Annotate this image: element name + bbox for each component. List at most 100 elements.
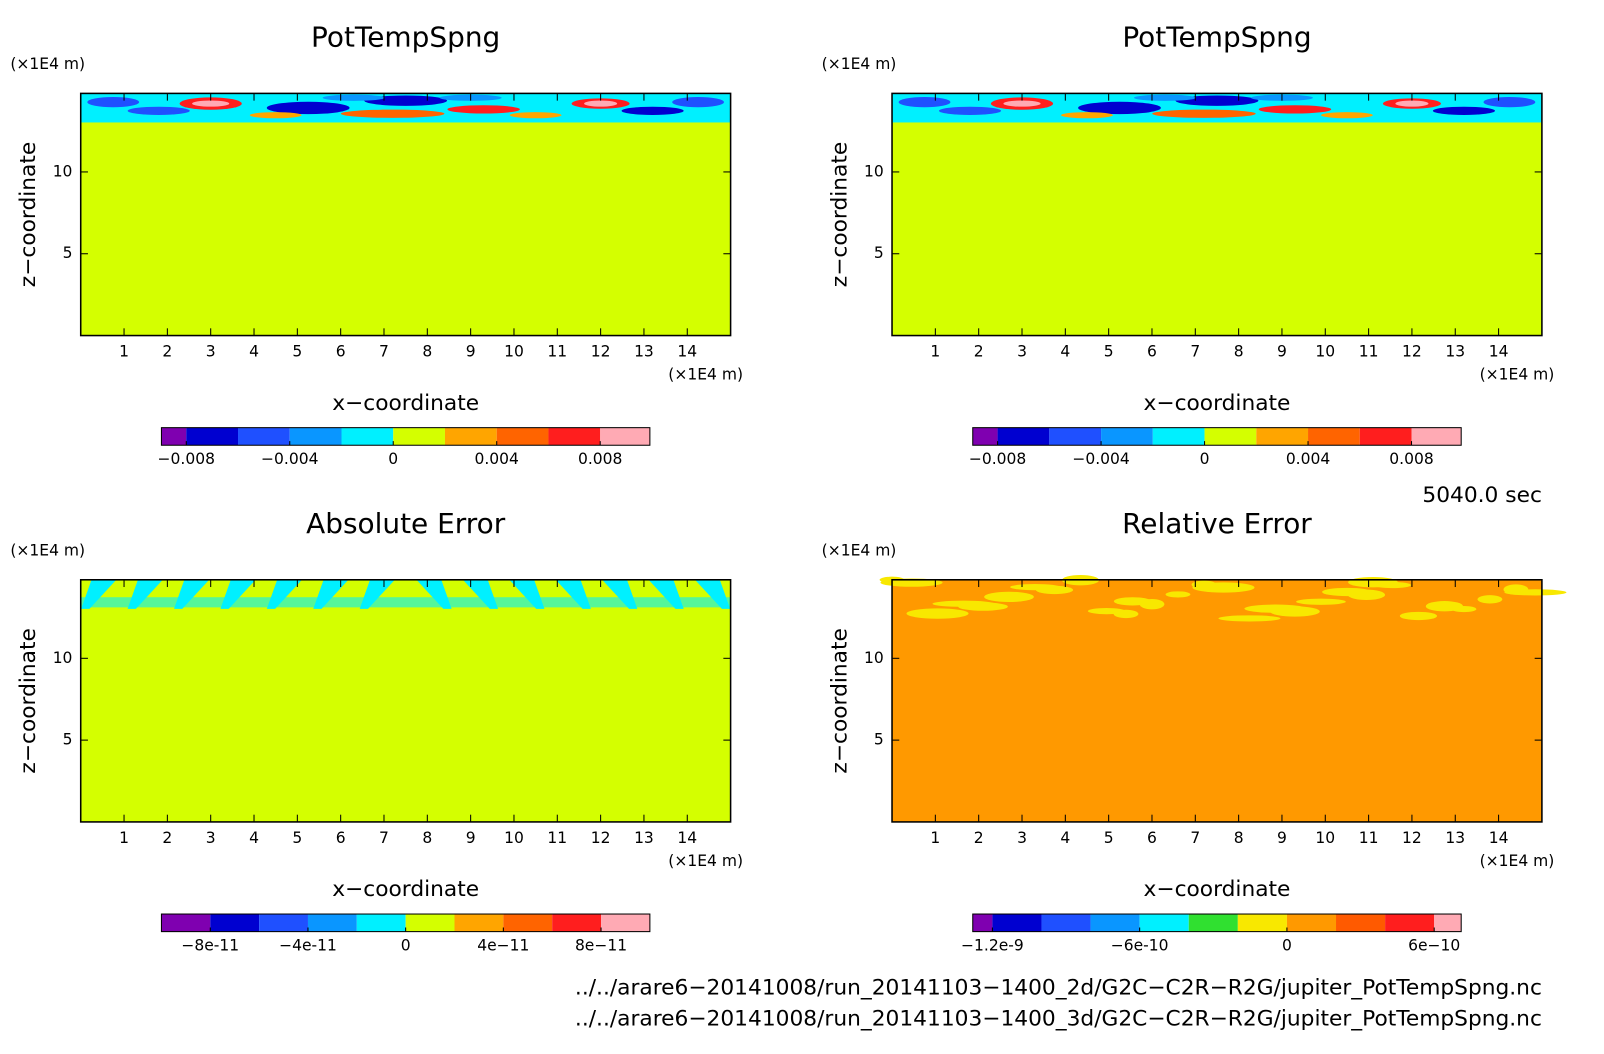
x-tick-label: 9 bbox=[1277, 343, 1287, 361]
field-feature bbox=[984, 591, 1034, 603]
colorbar-segment bbox=[210, 914, 260, 932]
field-feature bbox=[1296, 598, 1346, 605]
x-tick-label: 10 bbox=[504, 343, 524, 361]
field-feature bbox=[938, 106, 1002, 115]
x-tick-label: 6 bbox=[1147, 343, 1157, 361]
field-feature bbox=[127, 106, 190, 115]
field bbox=[80, 93, 731, 336]
panel-title: PotTempSpng bbox=[1122, 21, 1311, 54]
panel: Relative Error(×1E4 m)1 2 3 4 5 6 7 8 9 10 11 12 13 1… bbox=[822, 507, 1567, 955]
x-tick-label: 6 bbox=[336, 829, 346, 847]
colorbar-segment bbox=[341, 427, 394, 446]
x-tick-label: 4 bbox=[1060, 829, 1070, 847]
x-tick-label: 10 bbox=[1315, 343, 1335, 361]
y-axis-label: z−coordinate bbox=[827, 142, 852, 287]
field-feature bbox=[1139, 599, 1165, 610]
x-tick-label: 3 bbox=[206, 829, 216, 847]
x-tick-label: 8 bbox=[422, 343, 432, 361]
x-tick-label: 9 bbox=[466, 829, 476, 847]
field-feature bbox=[1483, 96, 1536, 108]
field-feature bbox=[1373, 581, 1412, 589]
x-tick-label: 7 bbox=[1190, 829, 1200, 847]
colorbar-segment bbox=[496, 427, 549, 446]
colorbar-tick-label: −0.008 bbox=[969, 450, 1026, 468]
x-tick-label: 13 bbox=[1445, 343, 1465, 361]
y-unit: (×1E4 m) bbox=[10, 55, 85, 73]
x-tick-label: 3 bbox=[1017, 829, 1027, 847]
colorbar-tick-label: 6e−10 bbox=[1408, 937, 1460, 955]
field-feature bbox=[447, 105, 520, 114]
colorbar-segment bbox=[238, 427, 290, 446]
x-tick-label: 9 bbox=[1277, 829, 1287, 847]
colorbar-segment bbox=[548, 427, 601, 446]
field-feature bbox=[584, 100, 618, 107]
y-tick-label: 5 bbox=[63, 731, 73, 749]
x-tick-label: 2 bbox=[974, 343, 984, 361]
colorbar-segment bbox=[1101, 427, 1153, 446]
field-feature bbox=[1270, 606, 1320, 617]
plot-frame bbox=[891, 579, 1543, 823]
field-feature bbox=[1258, 105, 1332, 114]
field-feature bbox=[1192, 582, 1255, 593]
colorbar-tick-label: 0.008 bbox=[578, 450, 622, 468]
x-tick-label: 13 bbox=[634, 829, 654, 847]
y-tick-label: 10 bbox=[53, 649, 73, 667]
file-path: ../../arare6−20141008/run_20141103−1400_… bbox=[575, 976, 1542, 1001]
x-tick-label: 13 bbox=[634, 343, 654, 361]
x-tick-label: 9 bbox=[466, 343, 476, 361]
x-tick-label: 7 bbox=[1190, 343, 1200, 361]
y-tick-label: 5 bbox=[874, 731, 884, 749]
colorbar-segment bbox=[454, 914, 504, 932]
x-axis-label: x−coordinate bbox=[332, 391, 479, 416]
colorbar-segment bbox=[552, 914, 602, 932]
field-feature bbox=[1165, 591, 1191, 598]
x-tick-label: 1 bbox=[119, 343, 129, 361]
x-tick-label: 11 bbox=[547, 829, 567, 847]
x-tick-label: 7 bbox=[379, 343, 389, 361]
field-feature bbox=[249, 112, 302, 119]
colorbar-segment bbox=[393, 427, 445, 446]
field-feature bbox=[192, 100, 230, 107]
colorbar-tick-label: 0.004 bbox=[475, 450, 519, 468]
y-tick-label: 10 bbox=[864, 649, 884, 667]
field-feature bbox=[509, 112, 562, 119]
field-feature bbox=[1321, 112, 1373, 119]
x-unit: (×1E4 m) bbox=[1480, 365, 1555, 383]
colorbar-segment bbox=[503, 914, 553, 932]
x-tick-label: 10 bbox=[504, 829, 524, 847]
field-feature bbox=[898, 96, 951, 108]
colorbar-tick-label: 8e−11 bbox=[575, 937, 627, 955]
x-tick-label: 7 bbox=[379, 829, 389, 847]
y-unit: (×1E4 m) bbox=[822, 541, 897, 559]
x-tick-label: 2 bbox=[974, 829, 984, 847]
colorbar-segment bbox=[356, 914, 406, 932]
x-tick-label: 8 bbox=[1234, 829, 1244, 847]
colorbar-segment bbox=[601, 914, 650, 932]
colorbar-tick-label: −1.2e-9 bbox=[961, 937, 1024, 955]
x-tick-label: 10 bbox=[1315, 829, 1335, 847]
colorbar-frame bbox=[972, 913, 1462, 933]
field-feature bbox=[672, 96, 724, 108]
x-tick-label: 14 bbox=[1489, 829, 1509, 847]
x-tick-label: 14 bbox=[1489, 343, 1509, 361]
colorbar-segment bbox=[972, 427, 998, 446]
colorbar-segment bbox=[997, 427, 1050, 446]
colorbar-segment bbox=[444, 427, 497, 446]
field-feature bbox=[621, 106, 684, 115]
field-feature bbox=[1003, 100, 1041, 107]
x-tick-label: 13 bbox=[1445, 829, 1465, 847]
y-unit: (×1E4 m) bbox=[10, 541, 85, 559]
colorbar-segment bbox=[1336, 914, 1386, 932]
field-feature bbox=[87, 96, 140, 108]
x-tick-label: 1 bbox=[119, 829, 129, 847]
field bbox=[80, 579, 731, 822]
field-feature bbox=[1395, 100, 1429, 107]
y-unit: (×1E4 m) bbox=[822, 55, 897, 73]
field-feature bbox=[1477, 595, 1503, 604]
colorbar-segment bbox=[1204, 427, 1257, 446]
colorbar-tick-label: −6e-10 bbox=[1111, 937, 1169, 955]
x-tick-label: 8 bbox=[422, 829, 432, 847]
field-feature bbox=[1061, 112, 1113, 119]
field-feature bbox=[322, 94, 385, 101]
